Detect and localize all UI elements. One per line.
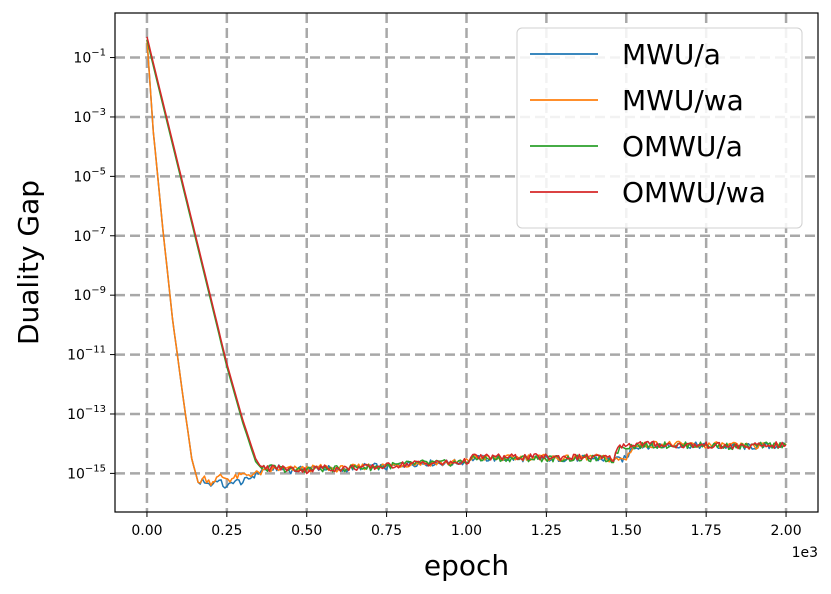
x-tick-label: 1.50 <box>611 523 642 539</box>
legend-box <box>516 27 803 229</box>
x-tick-label: 1.25 <box>531 523 562 539</box>
y-tick-label: 10−5 <box>73 166 106 185</box>
legend: MWU/a MWU/wa OMWU/a OMWU/wa <box>516 27 803 229</box>
y-tick-label: 10−13 <box>67 404 106 423</box>
x-tick-label: 0.75 <box>371 523 402 539</box>
legend-label: OMWU/a <box>622 130 743 163</box>
axis-ticks: 0.00 0.25 0.50 0.75 1.00 1.25 1.50 1.75 2.00 10−1… <box>67 48 802 539</box>
y-tick-label: 10−7 <box>73 226 106 245</box>
y-tick-label: 10−3 <box>73 107 106 126</box>
y-tick-label: 10−1 <box>73 48 106 67</box>
x-tick-label: 0.50 <box>291 523 322 539</box>
series-lines <box>146 36 787 489</box>
x-tick-label: 1.00 <box>451 523 482 539</box>
x-tick-label: 1.75 <box>691 523 722 539</box>
x-tick-label: 2.00 <box>770 523 801 539</box>
x-axis-label: epoch <box>424 549 509 582</box>
y-tick-label: 10−9 <box>73 285 106 304</box>
x-tick-label: 0.25 <box>211 523 242 539</box>
x-tick-label: 0.00 <box>131 523 162 539</box>
legend-label: MWU/a <box>622 38 721 71</box>
y-tick-label: 10−15 <box>67 463 106 482</box>
y-axis-label: Duality Gap <box>12 180 45 345</box>
series-line-omwu-a <box>146 39 787 474</box>
y-tick-label: 10−11 <box>67 345 106 364</box>
legend-label: MWU/wa <box>622 84 744 117</box>
series-line-omwu-wa <box>146 36 787 475</box>
legend-label: OMWU/wa <box>622 176 766 209</box>
x-offset-text: 1e3 <box>792 545 818 561</box>
